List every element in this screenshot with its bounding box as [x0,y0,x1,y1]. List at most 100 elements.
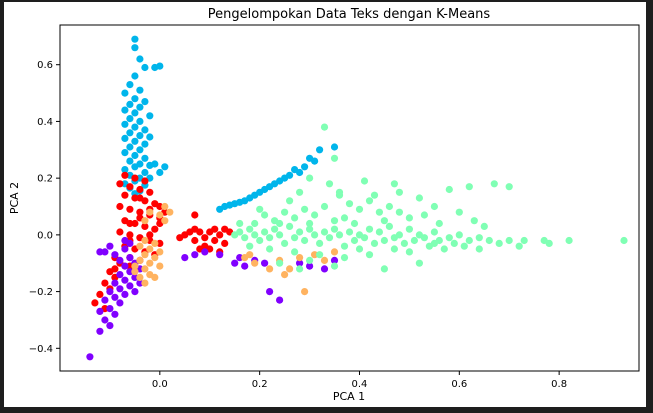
scatter-point-cluster-0-15 [131,109,139,117]
scatter-point-cluster-0-36 [131,163,139,171]
scatter-point-cluster-3-31 [330,248,339,256]
x-tick-label: 0.4 [352,379,368,390]
scatter-point-cluster-2-10 [121,290,129,298]
scatter-point-cluster-4-64 [375,208,383,216]
scatter-point-cluster-4-94 [350,219,359,228]
scatter-point-cluster-4-84 [360,177,369,185]
scatter-point-cluster-4-111 [390,245,398,253]
plot-area-frame [59,24,640,372]
y-tick-label: −0.4 [29,344,53,355]
scatter-point-cluster-3-13 [141,279,149,287]
scatter-point-cluster-3-27 [286,265,294,273]
scatter-point-cluster-1-13 [136,208,144,216]
scatter-point-cluster-0-5 [156,62,164,70]
scatter-point-cluster-1-39 [91,299,99,307]
y-tick-label: 0.2 [37,174,53,185]
scatter-point-cluster-1-21 [126,231,134,239]
scatter-point-cluster-3-12 [136,273,144,281]
scatter-point-cluster-0-1 [131,44,139,52]
scatter-point-cluster-3-20 [161,202,169,211]
scatter-point-cluster-3-29 [311,251,319,259]
x-tick-label: 0.2 [252,379,268,390]
scatter-point-cluster-2-20 [121,262,129,270]
scatter-point-cluster-2-1 [96,327,104,335]
scatter-point-cluster-0-2 [136,55,144,63]
scatter-point-cluster-3-17 [146,208,154,216]
x-tick-label: 0.6 [451,379,467,390]
scatter-point-cluster-1-64 [136,194,144,202]
scatter-point-cluster-1-6 [146,188,154,196]
scatter-point-cluster-4-107 [296,265,304,273]
scatter-point-cluster-4-21 [400,239,408,247]
scatter-point-cluster-4-92 [380,217,388,225]
scatter-point-cluster-1-18 [141,222,149,230]
scatter-point-cluster-4-62 [395,188,403,196]
scatter-point-cluster-2-4 [111,310,119,318]
scatter-point-cluster-3-1 [151,239,159,247]
scatter-point-cluster-1-49 [201,234,209,242]
scatter-point-cluster-3-3 [146,245,154,253]
scatter-point-cluster-3-10 [131,268,139,276]
y-tick-label: 0.0 [37,230,53,241]
scatter-point-cluster-0-20 [131,123,139,131]
scatter-point-cluster-0-29 [136,146,144,154]
scatter-point-cluster-4-78 [330,154,339,162]
scatter-point-cluster-4-69 [325,180,334,188]
scatter-point-cluster-2-9 [111,293,119,301]
scatter-point-cluster-4-112 [430,239,438,247]
scatter-point-cluster-3-0 [141,236,149,245]
scatter-point-cluster-4-87 [435,219,443,228]
scatter-point-cluster-2-41 [261,259,269,267]
scatter-point-cluster-4-5 [515,242,523,250]
scatter-point-cluster-1-63 [191,211,199,219]
scatter-point-cluster-4-10 [465,236,473,245]
scatter-point-cluster-2-27 [121,245,129,253]
scatter-point-cluster-1-52 [216,231,224,239]
scatter-point-cluster-2-25 [101,248,109,256]
scatter-point-cluster-4-116 [256,205,264,213]
scatter-point-cluster-1-34 [106,268,114,276]
scatter-point-cluster-3-33 [281,271,289,279]
scatter-point-cluster-0-0 [131,35,139,43]
scatter-point-cluster-4-59 [445,185,453,194]
scatter-point-cluster-0-21 [141,126,149,134]
scatter-point-cluster-4-39 [311,231,319,239]
scatter-point-cluster-4-40 [306,225,314,233]
scatter-point-cluster-4-60 [430,202,438,211]
scatter-point-cluster-4-8 [485,236,493,245]
scatter-point-cluster-4-28 [365,225,374,233]
scatter-point-cluster-4-71 [311,211,319,219]
scatter-point-cluster-2-45 [306,262,314,270]
scatter-point-cluster-1-20 [116,228,124,236]
scatter-point-cluster-3-28 [296,254,304,262]
scatter-point-cluster-3-8 [146,259,154,267]
scatter-point-cluster-4-42 [296,228,304,236]
x-axis-label: PCA 1 [333,390,365,403]
scatter-point-cluster-4-37 [320,228,329,236]
scatter-point-cluster-1-62 [221,225,229,233]
scatter-point-cluster-0-49 [156,168,164,177]
scatter-point-cluster-2-28 [106,242,114,250]
scatter-point-cluster-4-61 [415,194,423,202]
scatter-point-cluster-2-13 [126,282,134,290]
scatter-point-cluster-4-79 [320,123,329,131]
scatter-point-cluster-4-1 [565,236,573,245]
scatter-point-cluster-4-115 [236,219,244,228]
scatter-point-cluster-4-119 [330,217,339,225]
scatter-point-cluster-0-69 [261,185,269,194]
scatter-point-cluster-0-70 [251,191,259,199]
scatter-point-cluster-4-33 [340,242,349,250]
scatter-point-cluster-4-80 [335,188,344,196]
scatter-point-cluster-1-66 [146,231,154,239]
scatter-point-cluster-4-52 [246,225,254,233]
scatter-point-cluster-0-61 [301,163,309,171]
y-axis: −0.4 −0.2 0.0 0.2 0.4 0.6 [29,60,60,355]
scatter-point-cluster-4-91 [420,211,428,219]
scatter-point-cluster-2-3 [101,316,109,324]
scatter-point-cluster-1-4 [126,183,134,191]
scatter-point-cluster-4-99 [340,254,349,262]
scatter-point-cluster-1-59 [211,225,219,233]
scatter-point-cluster-4-51 [251,231,259,239]
scatter-point-cluster-1-7 [121,191,129,199]
x-tick-label: 0.0 [152,379,168,390]
